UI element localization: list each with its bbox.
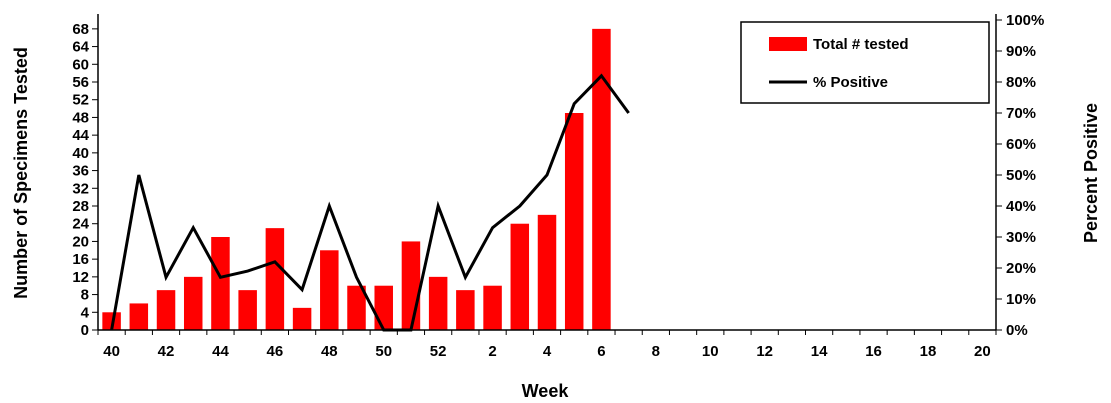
x-tick-label: 14: [811, 343, 828, 360]
x-tick-label: 44: [212, 343, 229, 360]
left-tick-label: 60: [72, 56, 89, 73]
left-tick-label: 16: [72, 251, 89, 268]
right-tick-label: 100%: [1006, 12, 1044, 29]
y2-axis-title: Percent Positive: [1081, 103, 1101, 243]
percent-positive-line: [110, 73, 630, 332]
bar: [428, 276, 448, 330]
right-tick-label: 90%: [1006, 43, 1036, 60]
left-tick-label: 36: [72, 163, 89, 180]
x-tick-label: 16: [865, 343, 882, 360]
bar: [156, 290, 176, 330]
x-tick-label: 2: [488, 343, 496, 360]
left-tick-label: 68: [72, 21, 89, 38]
right-tick-label: 0%: [1006, 322, 1028, 339]
bar: [265, 228, 285, 330]
legend-label-line: % Positive: [813, 74, 888, 91]
legend-box: [740, 21, 990, 104]
x-tick-label: 40: [103, 343, 120, 360]
y-axis-title: Number of Specimens Tested: [11, 47, 31, 299]
bar: [129, 303, 149, 330]
x-tick-label: 18: [920, 343, 937, 360]
x-tick-label: 6: [597, 343, 605, 360]
bar: [592, 28, 611, 331]
left-tick-label: 44: [72, 127, 89, 144]
left-tick-label: 64: [72, 39, 89, 56]
bar: [564, 113, 584, 330]
bar: [238, 290, 257, 330]
axes-layer: [92, 14, 1002, 335]
x-tick-label: 50: [375, 343, 392, 360]
left-tick-label: 20: [72, 233, 89, 250]
right-tick-label: 10%: [1006, 291, 1036, 308]
left-tick-label: 48: [72, 109, 89, 126]
bar: [320, 250, 339, 330]
x-tick-labels: 40 42 44 46 48 50 52 2 4 6 8 10 12 14 16 18 20: [103, 343, 990, 360]
left-tick-label: 52: [72, 92, 89, 109]
right-tick-label: 30%: [1006, 229, 1036, 246]
bar: [510, 223, 530, 330]
x-tick-label: 20: [974, 343, 991, 360]
bar: [211, 237, 230, 330]
x-tick-label: 4: [543, 343, 552, 360]
legend-bar-swatch: [769, 37, 807, 51]
left-tick-label: 4: [81, 304, 90, 321]
x-axis-title: Week: [522, 381, 570, 401]
left-tick-label: 0: [81, 322, 89, 339]
x-tick-label: 10: [702, 343, 719, 360]
left-tick-label: 56: [72, 74, 89, 91]
right-tick-label: 20%: [1006, 260, 1036, 277]
right-tick-label: 80%: [1006, 74, 1036, 91]
left-tick-label: 32: [72, 180, 89, 197]
left-tick-label: 12: [72, 269, 89, 286]
bar: [183, 276, 203, 330]
bar: [347, 285, 366, 330]
legend: Total # tested % Positive: [740, 21, 990, 104]
x-tick-label: 12: [756, 343, 773, 360]
left-tick-label: 40: [72, 145, 89, 162]
x-tick-label: 52: [430, 343, 447, 360]
x-tick-label: 42: [158, 343, 175, 360]
bar: [401, 241, 421, 330]
x-tick-label: 48: [321, 343, 338, 360]
bars-layer: [102, 28, 611, 331]
right-tick-labels: 0% 10% 20% 30% 40% 50% 60% 70% 80% 90% 100%: [1006, 12, 1044, 339]
bar: [292, 307, 312, 330]
left-tick-label: 8: [81, 287, 89, 304]
right-tick-label: 60%: [1006, 136, 1036, 153]
bar: [483, 285, 502, 330]
left-tick-label: 24: [72, 216, 89, 233]
bar: [456, 290, 475, 330]
right-tick-label: 40%: [1006, 198, 1036, 215]
line-layer: [110, 73, 630, 332]
bar: [537, 214, 557, 330]
bar: [374, 285, 393, 330]
right-tick-label: 70%: [1006, 105, 1036, 122]
x-tick-label: 46: [267, 343, 284, 360]
bar: [102, 312, 121, 330]
left-tick-label: 28: [72, 198, 89, 215]
x-tick-label: 8: [652, 343, 660, 360]
right-tick-label: 50%: [1006, 167, 1036, 184]
legend-label-bars: Total # tested: [813, 36, 909, 53]
